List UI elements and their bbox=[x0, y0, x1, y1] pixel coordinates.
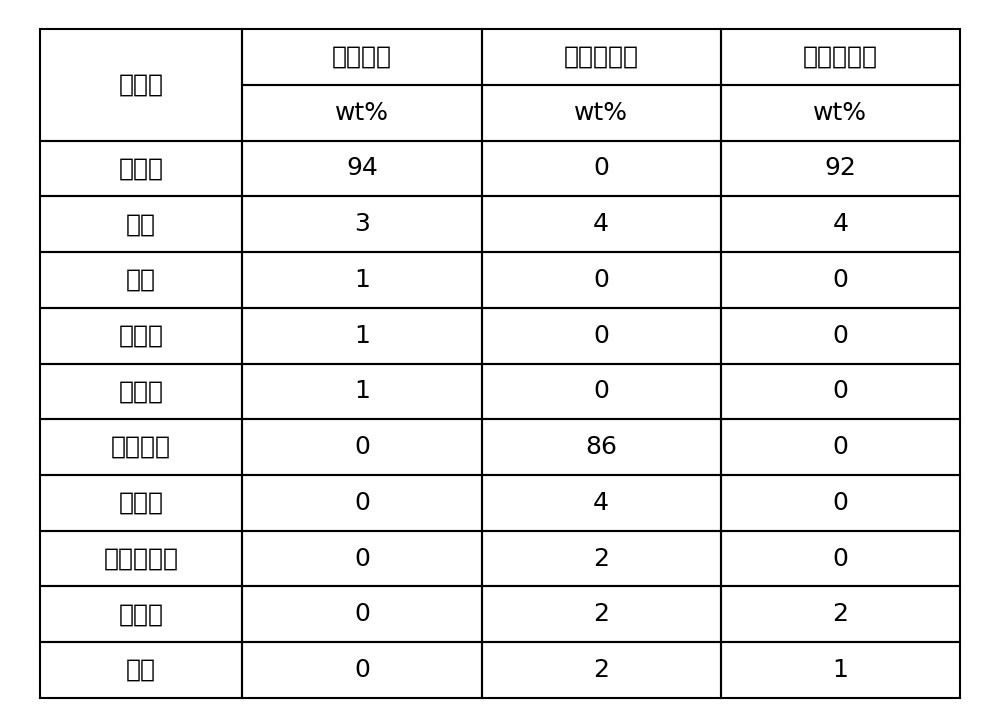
Bar bbox=[482, 140, 721, 196]
Text: 4: 4 bbox=[593, 212, 609, 236]
Bar bbox=[242, 140, 482, 196]
Bar bbox=[482, 419, 721, 475]
Text: wt%: wt% bbox=[813, 100, 867, 125]
Bar bbox=[242, 419, 482, 475]
Bar bbox=[482, 364, 721, 419]
Text: 六方硫镁矿: 六方硫镁矿 bbox=[104, 547, 179, 571]
Text: wt%: wt% bbox=[335, 100, 389, 125]
Bar bbox=[40, 642, 242, 698]
Bar bbox=[482, 308, 721, 364]
Bar bbox=[242, 85, 482, 140]
Text: 0: 0 bbox=[832, 491, 848, 515]
Text: 0: 0 bbox=[354, 602, 370, 627]
Bar bbox=[242, 475, 482, 531]
Bar bbox=[721, 419, 960, 475]
Bar bbox=[242, 587, 482, 642]
Text: 磁黄铁矿: 磁黄铁矿 bbox=[111, 435, 171, 459]
Bar bbox=[40, 252, 242, 308]
Text: 0: 0 bbox=[832, 547, 848, 571]
Text: 2: 2 bbox=[593, 602, 609, 627]
Bar bbox=[721, 308, 960, 364]
Text: 86: 86 bbox=[585, 435, 617, 459]
Bar bbox=[721, 531, 960, 587]
Text: 重晶石: 重晶石 bbox=[119, 324, 164, 348]
Bar bbox=[482, 196, 721, 252]
Text: 0: 0 bbox=[593, 379, 609, 403]
Text: 94: 94 bbox=[346, 156, 378, 180]
Bar bbox=[721, 587, 960, 642]
Bar bbox=[242, 642, 482, 698]
Bar bbox=[721, 252, 960, 308]
Bar bbox=[721, 642, 960, 698]
Text: 1: 1 bbox=[354, 268, 370, 292]
Text: 0: 0 bbox=[832, 435, 848, 459]
Bar bbox=[482, 85, 721, 140]
Text: 3: 3 bbox=[354, 212, 370, 236]
Text: wt%: wt% bbox=[574, 100, 628, 125]
Text: 0: 0 bbox=[593, 324, 609, 348]
Text: 0: 0 bbox=[354, 435, 370, 459]
Bar bbox=[482, 587, 721, 642]
Bar bbox=[482, 531, 721, 587]
Bar bbox=[721, 140, 960, 196]
Text: 4: 4 bbox=[832, 212, 848, 236]
Text: 石英: 石英 bbox=[126, 212, 156, 236]
Bar bbox=[40, 531, 242, 587]
Bar bbox=[40, 308, 242, 364]
Bar bbox=[482, 252, 721, 308]
Text: 2: 2 bbox=[593, 658, 609, 682]
Text: 微波加热后: 微波加热后 bbox=[564, 45, 639, 69]
Text: 0: 0 bbox=[593, 156, 609, 180]
Bar bbox=[721, 85, 960, 140]
Text: 原始含量: 原始含量 bbox=[332, 45, 392, 69]
Bar bbox=[242, 196, 482, 252]
Text: 2: 2 bbox=[832, 602, 848, 627]
Text: 0: 0 bbox=[354, 491, 370, 515]
Bar bbox=[242, 531, 482, 587]
Text: 斜长石: 斜长石 bbox=[119, 491, 164, 515]
Bar bbox=[40, 587, 242, 642]
Text: 0: 0 bbox=[832, 379, 848, 403]
Bar bbox=[40, 196, 242, 252]
Text: 0: 0 bbox=[593, 268, 609, 292]
Text: 0: 0 bbox=[832, 268, 848, 292]
Bar bbox=[40, 140, 242, 196]
Bar bbox=[40, 475, 242, 531]
Text: 其余: 其余 bbox=[126, 658, 156, 682]
Bar bbox=[242, 29, 482, 85]
Text: 伊利石: 伊利石 bbox=[119, 602, 164, 627]
Text: 92: 92 bbox=[824, 156, 856, 180]
Text: 1: 1 bbox=[354, 324, 370, 348]
Text: 黄铜矿: 黄铜矿 bbox=[119, 379, 164, 403]
Bar bbox=[242, 364, 482, 419]
Text: 1: 1 bbox=[832, 658, 848, 682]
Bar bbox=[482, 642, 721, 698]
Bar bbox=[40, 29, 242, 140]
Bar bbox=[721, 29, 960, 85]
Text: 0: 0 bbox=[832, 324, 848, 348]
Text: 电炉加热后: 电炉加热后 bbox=[803, 45, 878, 69]
Text: 2: 2 bbox=[593, 547, 609, 571]
Bar bbox=[482, 475, 721, 531]
Bar bbox=[242, 252, 482, 308]
Bar bbox=[40, 419, 242, 475]
Bar bbox=[482, 29, 721, 85]
Bar bbox=[721, 196, 960, 252]
Bar bbox=[242, 308, 482, 364]
Text: 0: 0 bbox=[354, 547, 370, 571]
Text: 4: 4 bbox=[593, 491, 609, 515]
Text: 1: 1 bbox=[354, 379, 370, 403]
Bar bbox=[40, 364, 242, 419]
Text: 杂质相: 杂质相 bbox=[119, 73, 164, 97]
Text: 0: 0 bbox=[354, 658, 370, 682]
Text: 石膏: 石膏 bbox=[126, 268, 156, 292]
Text: 黄铁矿: 黄铁矿 bbox=[119, 156, 164, 180]
Bar bbox=[721, 364, 960, 419]
Bar bbox=[721, 475, 960, 531]
